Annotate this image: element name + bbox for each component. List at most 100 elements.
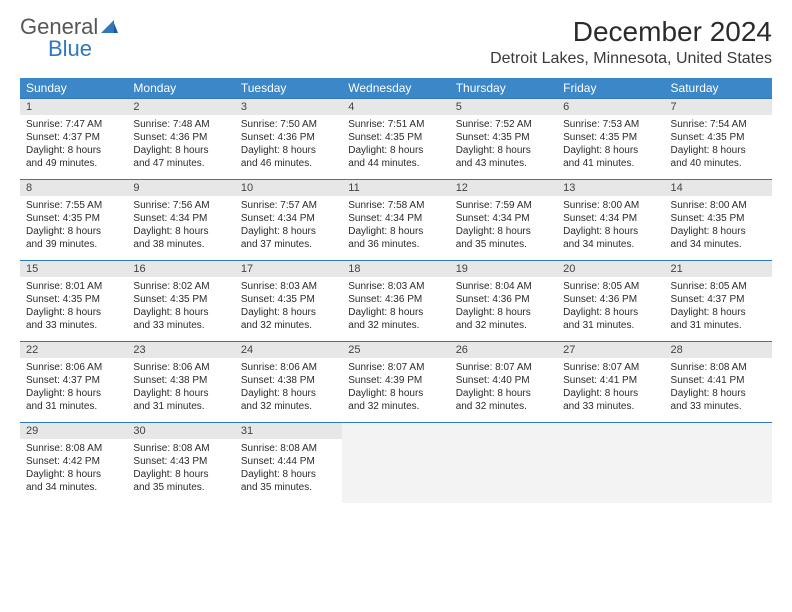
daylight-line-2: and 33 minutes. (133, 319, 228, 332)
daylight-line-1: Daylight: 8 hours (456, 387, 551, 400)
daylight-line-2: and 34 minutes. (671, 238, 766, 251)
daylight-line-1: Daylight: 8 hours (456, 144, 551, 157)
day-body: Sunrise: 8:00 AMSunset: 4:35 PMDaylight:… (665, 196, 772, 260)
day-number: 6 (557, 99, 664, 115)
day-number: 4 (342, 99, 449, 115)
day-number: 8 (20, 180, 127, 196)
sunset-line: Sunset: 4:44 PM (241, 455, 336, 468)
day-body: Sunrise: 8:03 AMSunset: 4:36 PMDaylight:… (342, 277, 449, 341)
sunset-line: Sunset: 4:36 PM (241, 131, 336, 144)
calendar-day-cell: 14Sunrise: 8:00 AMSunset: 4:35 PMDayligh… (665, 180, 772, 261)
day-body: Sunrise: 8:04 AMSunset: 4:36 PMDaylight:… (450, 277, 557, 341)
calendar-day-cell: 16Sunrise: 8:02 AMSunset: 4:35 PMDayligh… (127, 261, 234, 342)
sunset-line: Sunset: 4:36 PM (563, 293, 658, 306)
header: GeneralBlue December 2024 Detroit Lakes,… (20, 16, 772, 68)
calendar-day-cell: 28Sunrise: 8:08 AMSunset: 4:41 PMDayligh… (665, 342, 772, 423)
day-number: 1 (20, 99, 127, 115)
daylight-line-1: Daylight: 8 hours (563, 306, 658, 319)
day-number: 12 (450, 180, 557, 196)
calendar-day-cell (557, 423, 664, 504)
sunrise-line: Sunrise: 7:55 AM (26, 199, 121, 212)
sunset-line: Sunset: 4:34 PM (241, 212, 336, 225)
daylight-line-2: and 32 minutes. (348, 400, 443, 413)
daylight-line-1: Daylight: 8 hours (563, 225, 658, 238)
daylight-line-1: Daylight: 8 hours (133, 144, 228, 157)
daylight-line-1: Daylight: 8 hours (348, 306, 443, 319)
day-body: Sunrise: 7:55 AMSunset: 4:35 PMDaylight:… (20, 196, 127, 260)
calendar-day-cell: 8Sunrise: 7:55 AMSunset: 4:35 PMDaylight… (20, 180, 127, 261)
day-number: 21 (665, 261, 772, 277)
logo-sail-icon (101, 16, 119, 38)
weekday-header: Friday (557, 78, 664, 99)
day-number: 17 (235, 261, 342, 277)
daylight-line-1: Daylight: 8 hours (671, 306, 766, 319)
calendar-day-cell: 31Sunrise: 8:08 AMSunset: 4:44 PMDayligh… (235, 423, 342, 504)
calendar-day-cell: 21Sunrise: 8:05 AMSunset: 4:37 PMDayligh… (665, 261, 772, 342)
daylight-line-1: Daylight: 8 hours (241, 468, 336, 481)
sunset-line: Sunset: 4:35 PM (671, 212, 766, 225)
day-body: Sunrise: 7:52 AMSunset: 4:35 PMDaylight:… (450, 115, 557, 179)
day-number: 16 (127, 261, 234, 277)
weekday-header: Monday (127, 78, 234, 99)
day-body: Sunrise: 8:08 AMSunset: 4:42 PMDaylight:… (20, 439, 127, 503)
calendar-week-row: 29Sunrise: 8:08 AMSunset: 4:42 PMDayligh… (20, 423, 772, 504)
calendar-day-cell: 30Sunrise: 8:08 AMSunset: 4:43 PMDayligh… (127, 423, 234, 504)
day-number: 20 (557, 261, 664, 277)
sunset-line: Sunset: 4:35 PM (241, 293, 336, 306)
daylight-line-2: and 31 minutes. (563, 319, 658, 332)
sunrise-line: Sunrise: 7:54 AM (671, 118, 766, 131)
calendar-day-cell (342, 423, 449, 504)
sunset-line: Sunset: 4:34 PM (563, 212, 658, 225)
day-body: Sunrise: 7:57 AMSunset: 4:34 PMDaylight:… (235, 196, 342, 260)
calendar-day-cell: 24Sunrise: 8:06 AMSunset: 4:38 PMDayligh… (235, 342, 342, 423)
day-number: 18 (342, 261, 449, 277)
sunset-line: Sunset: 4:41 PM (563, 374, 658, 387)
calendar-day-cell: 9Sunrise: 7:56 AMSunset: 4:34 PMDaylight… (127, 180, 234, 261)
sunrise-line: Sunrise: 8:04 AM (456, 280, 551, 293)
sunset-line: Sunset: 4:34 PM (456, 212, 551, 225)
calendar-day-cell: 1Sunrise: 7:47 AMSunset: 4:37 PMDaylight… (20, 99, 127, 180)
daylight-line-2: and 38 minutes. (133, 238, 228, 251)
title-block: December 2024 Detroit Lakes, Minnesota, … (490, 16, 772, 68)
logo-word-2: Blue (48, 38, 119, 60)
calendar-week-row: 8Sunrise: 7:55 AMSunset: 4:35 PMDaylight… (20, 180, 772, 261)
day-body: Sunrise: 7:59 AMSunset: 4:34 PMDaylight:… (450, 196, 557, 260)
day-body: Sunrise: 8:05 AMSunset: 4:36 PMDaylight:… (557, 277, 664, 341)
calendar-day-cell: 7Sunrise: 7:54 AMSunset: 4:35 PMDaylight… (665, 99, 772, 180)
calendar-day-cell: 10Sunrise: 7:57 AMSunset: 4:34 PMDayligh… (235, 180, 342, 261)
daylight-line-2: and 33 minutes. (26, 319, 121, 332)
calendar-day-cell: 15Sunrise: 8:01 AMSunset: 4:35 PMDayligh… (20, 261, 127, 342)
day-number: 14 (665, 180, 772, 196)
day-body: Sunrise: 8:07 AMSunset: 4:40 PMDaylight:… (450, 358, 557, 422)
sunrise-line: Sunrise: 7:47 AM (26, 118, 121, 131)
day-number: 29 (20, 423, 127, 439)
calendar-day-cell: 12Sunrise: 7:59 AMSunset: 4:34 PMDayligh… (450, 180, 557, 261)
day-number: 23 (127, 342, 234, 358)
day-body: Sunrise: 8:07 AMSunset: 4:41 PMDaylight:… (557, 358, 664, 422)
daylight-line-1: Daylight: 8 hours (26, 225, 121, 238)
daylight-line-2: and 31 minutes. (133, 400, 228, 413)
day-number: 22 (20, 342, 127, 358)
calendar-week-row: 22Sunrise: 8:06 AMSunset: 4:37 PMDayligh… (20, 342, 772, 423)
day-body: Sunrise: 8:06 AMSunset: 4:37 PMDaylight:… (20, 358, 127, 422)
daylight-line-2: and 44 minutes. (348, 157, 443, 170)
sunset-line: Sunset: 4:36 PM (133, 131, 228, 144)
sunset-line: Sunset: 4:35 PM (26, 212, 121, 225)
daylight-line-1: Daylight: 8 hours (26, 306, 121, 319)
month-title: December 2024 (490, 16, 772, 48)
sunrise-line: Sunrise: 8:06 AM (133, 361, 228, 374)
sunset-line: Sunset: 4:36 PM (456, 293, 551, 306)
location-line: Detroit Lakes, Minnesota, United States (490, 50, 772, 68)
daylight-line-1: Daylight: 8 hours (348, 144, 443, 157)
sunset-line: Sunset: 4:35 PM (671, 131, 766, 144)
calendar-body: 1 Sunrise: 7:47 AM Sunset: 4:37 PM Daylight… (20, 99, 772, 504)
daylight-line-2: and 35 minutes. (456, 238, 551, 251)
sunset-line: Sunset: 4:35 PM (26, 293, 121, 306)
sunset-line: Sunset: 4:35 PM (133, 293, 228, 306)
sunset-line: Sunset: 4:37 PM (26, 374, 121, 387)
daylight-line-2: and 32 minutes. (241, 400, 336, 413)
day-body: Sunrise: 8:00 AMSunset: 4:34 PMDaylight:… (557, 196, 664, 260)
sunset-line: Sunset: 4:41 PM (671, 374, 766, 387)
day-number: 3 (235, 99, 342, 115)
weekday-header: Saturday (665, 78, 772, 99)
